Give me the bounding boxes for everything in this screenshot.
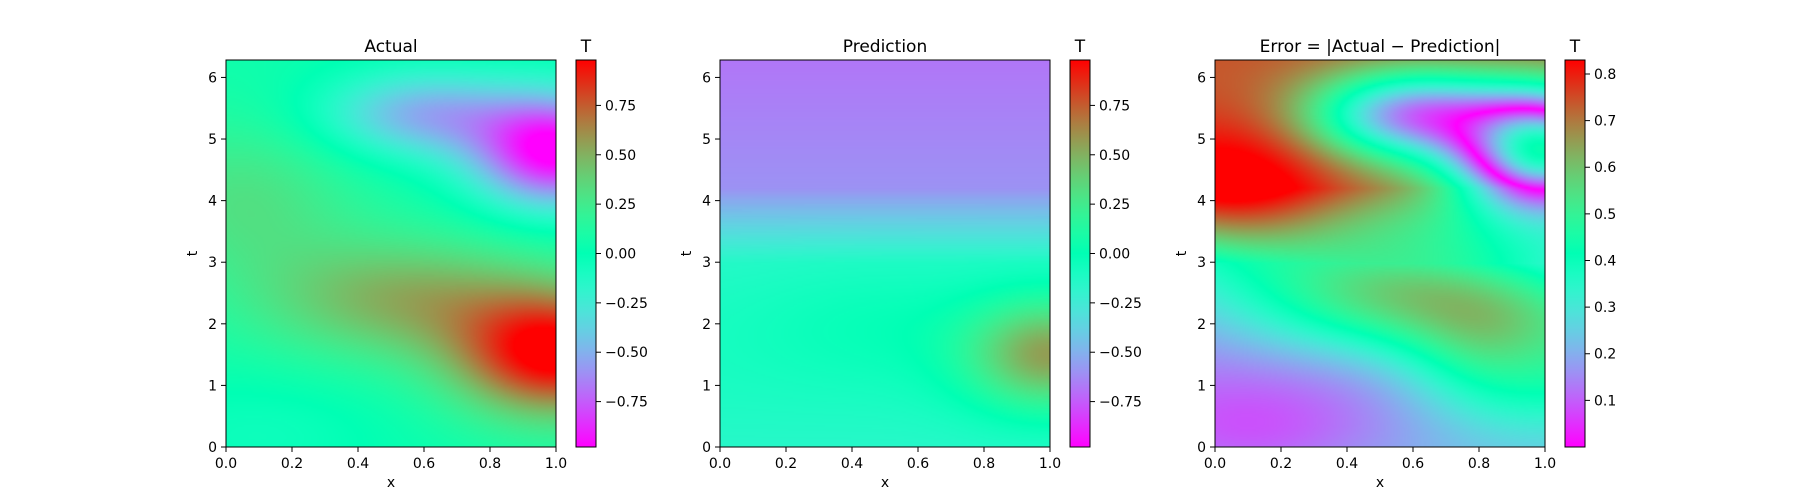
y-tick-label: 2 bbox=[208, 317, 217, 333]
y-tick-label: 5 bbox=[208, 132, 217, 148]
x-tick-label: 0.0 bbox=[215, 456, 237, 472]
y-tick-label: 0 bbox=[208, 440, 217, 456]
y-tick-label: 5 bbox=[1197, 132, 1206, 148]
y-axis-label: t bbox=[1174, 250, 1190, 256]
colorbar-tick-label: 0.50 bbox=[605, 148, 636, 164]
y-tick-label: 1 bbox=[702, 378, 711, 394]
colorbar-tick-label: 0.1 bbox=[1594, 393, 1616, 409]
y-tick-label: 4 bbox=[702, 194, 711, 210]
colorbar-tick-label: 0.6 bbox=[1594, 160, 1616, 176]
x-tick-label: 0.6 bbox=[907, 456, 929, 472]
plot-frame bbox=[719, 59, 1051, 448]
y-tick-label: 0 bbox=[1197, 440, 1206, 456]
y-tick-label: 0 bbox=[702, 440, 711, 456]
x-tick-label: 0.4 bbox=[1336, 456, 1358, 472]
colorbar bbox=[1564, 59, 1586, 448]
y-tick-label: 6 bbox=[208, 70, 217, 86]
plot-frame bbox=[225, 59, 557, 448]
panel-title: Actual bbox=[364, 37, 417, 57]
y-tick-label: 1 bbox=[1197, 378, 1206, 394]
y-tick-label: 4 bbox=[1197, 194, 1206, 210]
y-tick-label: 2 bbox=[702, 317, 711, 333]
x-tick-label: 0.0 bbox=[1204, 456, 1226, 472]
colorbar-tick-label: −0.50 bbox=[1099, 345, 1142, 361]
colorbar-tick-label: −0.25 bbox=[605, 296, 648, 312]
colorbar-tick-label: 0.7 bbox=[1594, 114, 1616, 130]
colorbar-tick-label: 0.2 bbox=[1594, 347, 1616, 363]
y-tick-label: 1 bbox=[208, 378, 217, 394]
x-tick-label: 1.0 bbox=[1534, 456, 1556, 472]
y-tick-label: 5 bbox=[702, 132, 711, 148]
colorbar-tick-label: 0.25 bbox=[605, 197, 636, 213]
y-tick-label: 3 bbox=[208, 255, 217, 271]
x-tick-label: 0.2 bbox=[1270, 456, 1292, 472]
y-tick-label: 4 bbox=[208, 194, 217, 210]
panel-title: Prediction bbox=[843, 37, 927, 57]
y-tick-label: 3 bbox=[702, 255, 711, 271]
y-axis-label: t bbox=[185, 250, 201, 256]
x-tick-label: 0.6 bbox=[1402, 456, 1424, 472]
x-tick-label: 1.0 bbox=[1039, 456, 1061, 472]
colorbar-tick-label: 0.75 bbox=[1099, 98, 1130, 114]
colorbar-tick-label: 0.25 bbox=[1099, 197, 1130, 213]
x-tick-label: 0.8 bbox=[1468, 456, 1490, 472]
colorbar-tick-label: 0.8 bbox=[1594, 67, 1616, 83]
x-tick-label: 0.6 bbox=[413, 456, 435, 472]
colorbar-tick-label: 0.5 bbox=[1594, 207, 1616, 223]
x-tick-label: 0.2 bbox=[281, 456, 303, 472]
x-tick-label: 0.4 bbox=[347, 456, 369, 472]
x-tick-label: 0.2 bbox=[775, 456, 797, 472]
colorbar-title: T bbox=[580, 37, 592, 57]
colorbar-tick-label: −0.50 bbox=[605, 345, 648, 361]
colorbar bbox=[575, 59, 597, 448]
x-tick-label: 0.4 bbox=[841, 456, 863, 472]
colorbar bbox=[1069, 59, 1091, 448]
colorbar-tick-label: −0.75 bbox=[1099, 395, 1142, 411]
colorbar-tick-label: 0.50 bbox=[1099, 148, 1130, 164]
y-axis-label: t bbox=[679, 250, 695, 256]
x-axis-label: x bbox=[387, 475, 395, 491]
panel-title: Error = |Actual − Prediction| bbox=[1260, 37, 1501, 57]
colorbar-tick-label: 0.75 bbox=[605, 98, 636, 114]
colorbar-tick-label: 0.00 bbox=[1099, 247, 1130, 263]
colorbar-tick-label: −0.75 bbox=[605, 395, 648, 411]
heatmap-image bbox=[1215, 60, 1545, 447]
y-tick-label: 2 bbox=[1197, 317, 1206, 333]
x-tick-label: 0.8 bbox=[479, 456, 501, 472]
colorbar-tick-label: 0.3 bbox=[1594, 300, 1616, 316]
heatmap-image bbox=[720, 60, 1050, 447]
x-tick-label: 0.0 bbox=[709, 456, 731, 472]
y-tick-label: 3 bbox=[1197, 255, 1206, 271]
colorbar-tick-label: 0.4 bbox=[1594, 253, 1616, 269]
y-tick-label: 6 bbox=[702, 70, 711, 86]
colorbar-tick-label: −0.25 bbox=[1099, 296, 1142, 312]
x-axis-label: x bbox=[1376, 475, 1384, 491]
y-tick-label: 6 bbox=[1197, 70, 1206, 86]
x-axis-label: x bbox=[881, 475, 889, 491]
plot-frame bbox=[1214, 59, 1546, 448]
heatmap-image bbox=[226, 60, 556, 447]
colorbar-tick-label: 0.00 bbox=[605, 247, 636, 263]
x-tick-label: 1.0 bbox=[545, 456, 567, 472]
x-tick-label: 0.8 bbox=[973, 456, 995, 472]
colorbar-title: T bbox=[1074, 37, 1086, 57]
colorbar-title: T bbox=[1569, 37, 1581, 57]
